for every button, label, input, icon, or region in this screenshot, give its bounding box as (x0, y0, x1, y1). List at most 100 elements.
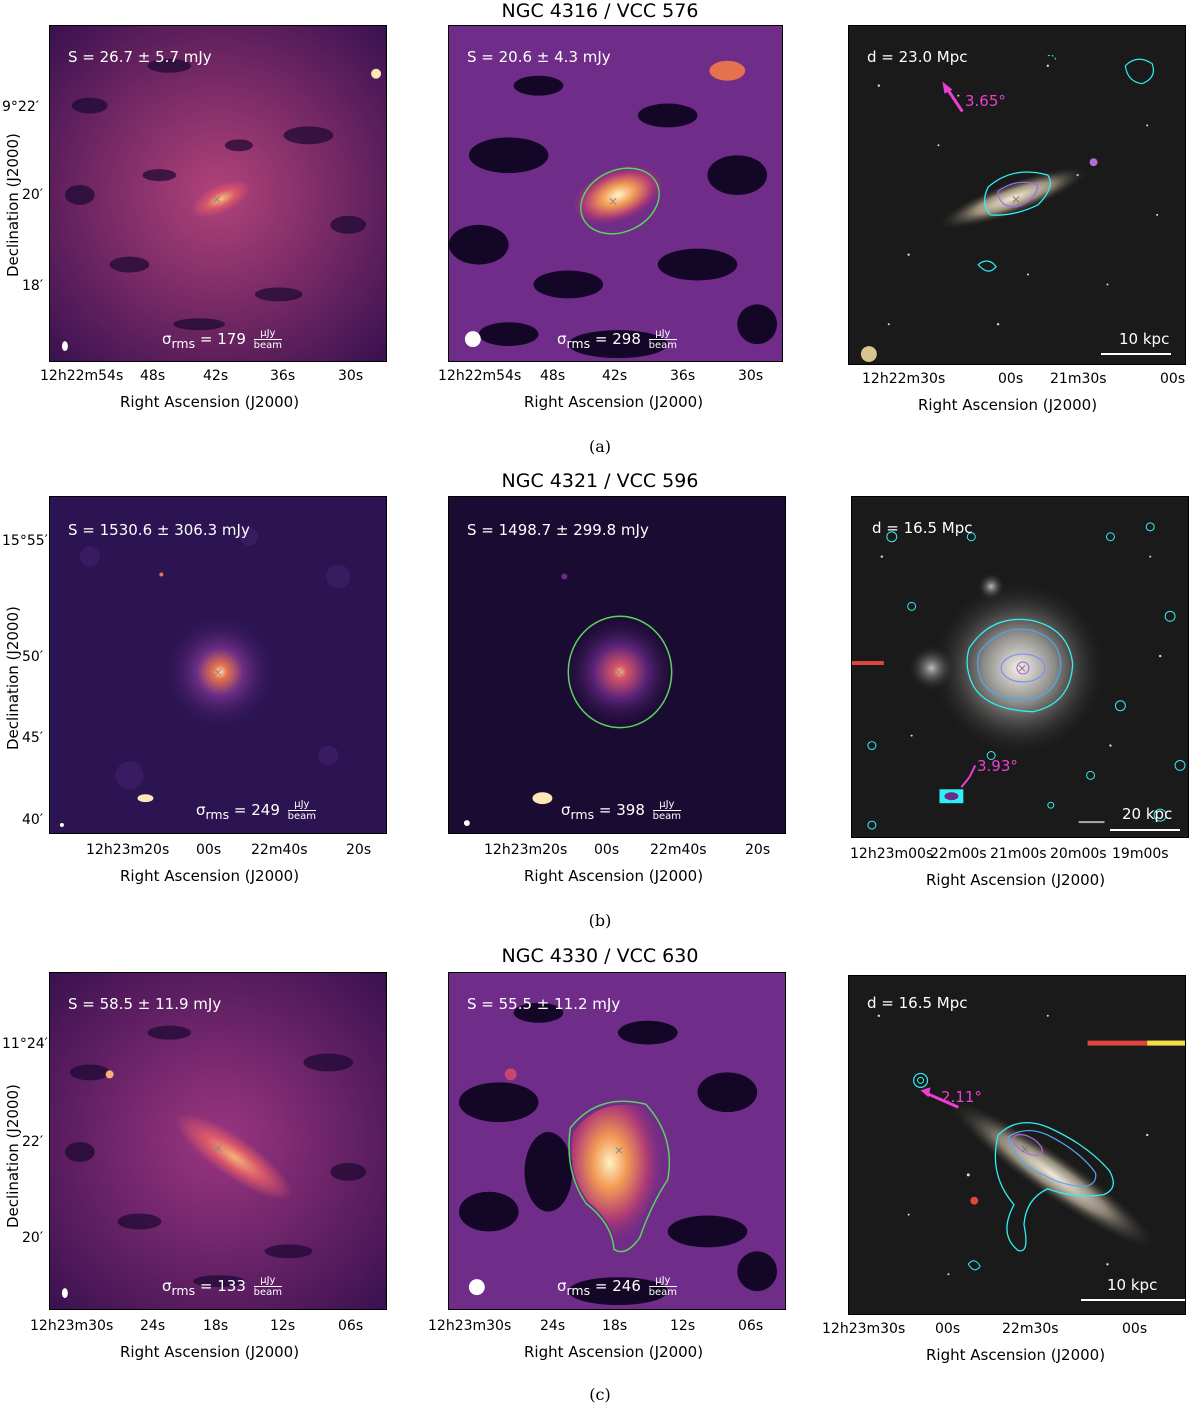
rms-unit: μJy beam (652, 799, 682, 822)
x-tick: 12h23m30s (822, 1321, 906, 1337)
x-tick: 18s (203, 1318, 229, 1334)
rms-subscript: rms (566, 1283, 591, 1298)
scale-bar (1101, 353, 1171, 355)
scale-label: 20 kpc (1122, 805, 1173, 823)
x-tick: 12h22m54s (438, 368, 522, 384)
y-tick: 45′ (22, 730, 43, 746)
x-axis-label: Right Ascension (J2000) (524, 393, 704, 411)
x-tick: 12h22m54s (40, 368, 124, 384)
x-tick: 22m40s (650, 842, 707, 858)
x-tick: 36s (270, 368, 296, 384)
optical-image-b: × d = 16.5 Mpc 3.93° 20 kpc (851, 496, 1189, 838)
unit-numerator: μJy (287, 799, 317, 811)
x-tick: 22m00s (930, 846, 987, 862)
x-tick: 20s (745, 842, 771, 858)
rms-subscript: rms (171, 336, 196, 351)
x-tick: 20m00s (1050, 846, 1107, 862)
x-axis-label: Right Ascension (J2000) (524, 1343, 704, 1361)
rms-symbol: σ (557, 330, 567, 348)
rms-unit: μJy beam (253, 1275, 283, 1298)
unit-numerator: μJy (652, 799, 682, 811)
x-tick: 00s (594, 842, 620, 858)
svg-text:×: × (1011, 192, 1021, 206)
x-tick: 00s (935, 1321, 961, 1337)
angle-label: 3.93° (977, 757, 1018, 775)
optical-image-a: × d = 23.0 Mpc 3.65° 10 kpc (848, 25, 1186, 365)
x-tick: 24s (140, 1318, 166, 1334)
rms-value: = 179 (199, 330, 246, 348)
unit-denominator: beam (648, 1287, 678, 1298)
x-tick: 30s (738, 368, 764, 384)
x-tick: 48s (140, 368, 166, 384)
radio-map-a-smoothed: × S = 20.6 ± 4.3 mJy σrms = 298 μJy beam (448, 25, 783, 362)
scale-bar (1081, 1299, 1185, 1301)
row-c-title: NGC 4330 / VCC 630 (501, 945, 699, 967)
angle-label: 2.11° (941, 1088, 982, 1106)
x-axis-label: Right Ascension (J2000) (120, 393, 300, 411)
x-axis-label: Right Ascension (J2000) (926, 1346, 1106, 1364)
x-tick: 06s (738, 1318, 764, 1334)
rms-subscript: rms (205, 807, 230, 822)
unit-denominator: beam (648, 340, 678, 351)
rms-subscript: rms (171, 1283, 196, 1298)
rms-value: = 133 (199, 1277, 246, 1295)
x-tick: 24s (540, 1318, 566, 1334)
rms-unit: μJy beam (648, 1275, 678, 1298)
caption-c: (c) (589, 1385, 611, 1404)
svg-text:×: × (1020, 1142, 1030, 1156)
scale-label: 10 kpc (1107, 1276, 1158, 1294)
y-tick: 40′ (22, 812, 43, 828)
x-tick: 12h23m30s (428, 1318, 512, 1334)
x-axis-label: Right Ascension (J2000) (120, 867, 300, 885)
distance-label: d = 23.0 Mpc (867, 48, 968, 66)
distance-label: d = 16.5 Mpc (867, 994, 968, 1012)
rms-symbol: σ (557, 1277, 567, 1295)
rms-value: = 398 (598, 801, 645, 819)
y-tick: 18′ (22, 278, 43, 294)
flux-label: S = 20.6 ± 4.3 mJy (467, 48, 611, 66)
rms-value: = 298 (594, 330, 641, 348)
x-tick: 42s (602, 368, 628, 384)
rms-label: σrms = 246 μJy beam (557, 1275, 678, 1298)
distance-label: d = 16.5 Mpc (872, 519, 973, 537)
x-axis-label: Right Ascension (J2000) (918, 396, 1098, 414)
unit-denominator: beam (253, 340, 283, 351)
svg-text:×: × (213, 665, 223, 679)
x-tick: 12s (670, 1318, 696, 1334)
rms-symbol: σ (561, 801, 571, 819)
x-tick: 12h23m20s (86, 842, 170, 858)
rms-label: σrms = 398 μJy beam (561, 799, 682, 822)
x-tick: 22m30s (1002, 1321, 1059, 1337)
radio-map-b-fullres: × S = 1530.6 ± 306.3 mJy σrms = 249 μJy b… (49, 496, 387, 834)
x-tick: 12h23m30s (30, 1318, 114, 1334)
x-tick: 12h23m20s (484, 842, 568, 858)
y-tick: 20′ (22, 187, 43, 203)
unit-numerator: μJy (648, 328, 678, 340)
flux-label: S = 58.5 ± 11.9 mJy (68, 995, 222, 1013)
x-tick: 48s (540, 368, 566, 384)
rms-symbol: σ (162, 330, 172, 348)
svg-text:×: × (212, 192, 222, 206)
flux-label: S = 55.5 ± 11.2 mJy (467, 995, 621, 1013)
x-tick: 20s (346, 842, 372, 858)
rms-unit: μJy beam (253, 328, 283, 351)
x-tick: 36s (670, 368, 696, 384)
x-tick: 42s (203, 368, 229, 384)
flux-label: S = 1498.7 ± 299.8 mJy (467, 521, 649, 539)
radio-map-a-fullres: × S = 26.7 ± 5.7 mJy σrms = 179 μJy beam (49, 25, 387, 362)
x-tick: 30s (338, 368, 364, 384)
y-axis-label: Declination (J2000) (4, 606, 22, 750)
x-tick: 12h22m30s (862, 371, 946, 387)
x-tick: 06s (338, 1318, 364, 1334)
x-tick: 00s (196, 842, 222, 858)
unit-numerator: μJy (253, 1275, 283, 1287)
x-axis-label: Right Ascension (J2000) (524, 867, 704, 885)
radio-map-c-smoothed: × S = 55.5 ± 11.2 mJy σrms = 246 μJy beam (448, 972, 786, 1310)
x-tick: 18s (602, 1318, 628, 1334)
scale-label: 10 kpc (1119, 330, 1170, 348)
rms-value: = 246 (594, 1277, 641, 1295)
row-b-title: NGC 4321 / VCC 596 (501, 470, 699, 492)
y-tick: 22′ (22, 1134, 43, 1150)
unit-denominator: beam (652, 811, 682, 822)
angle-label: 3.65° (965, 92, 1006, 110)
